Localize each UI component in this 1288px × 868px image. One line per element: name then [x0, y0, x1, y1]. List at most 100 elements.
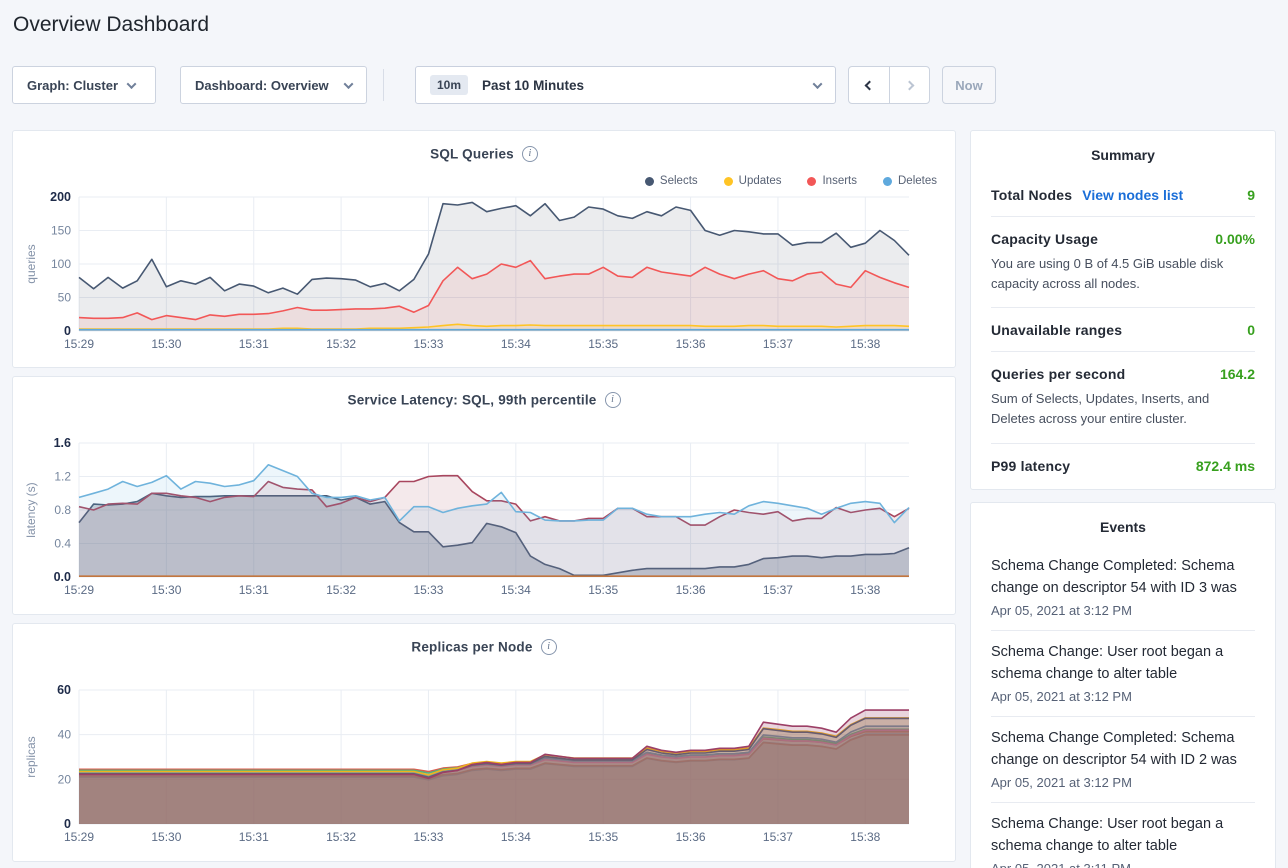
- dashboard-dropdown[interactable]: Dashboard: Overview: [180, 66, 367, 104]
- event-text: Schema Change Completed: Schema change o…: [991, 729, 1237, 769]
- chart-legend: Selects Updates Inserts Deletes: [619, 175, 937, 187]
- legend-dot-deletes: [883, 176, 892, 186]
- info-icon[interactable]: i: [521, 145, 538, 162]
- svg-text:1.2: 1.2: [54, 470, 71, 484]
- event-timestamp: Apr 05, 2021 at 3:12 PM: [991, 774, 1132, 790]
- svg-text:15:37: 15:37: [763, 337, 793, 351]
- svg-text:15:37: 15:37: [763, 583, 793, 597]
- summary-description: You are using 0 B of 4.5 GiB usable disk…: [991, 256, 1224, 292]
- summary-label: Queries per second: [991, 366, 1126, 383]
- svg-text:100: 100: [51, 257, 71, 271]
- chart-title: SQL Queries: [430, 146, 514, 162]
- event-timestamp: Apr 05, 2021 at 3:12 PM: [991, 688, 1132, 704]
- controls-bar: Graph: Cluster Dashboard: Overview 10m P…: [12, 66, 996, 104]
- summary-row-p99-latency: P99 latency 872.4 ms: [991, 444, 1255, 487]
- graph-dropdown[interactable]: Graph: Cluster: [12, 66, 156, 104]
- summary-label: P99 latency: [991, 457, 1071, 474]
- svg-text:15:35: 15:35: [588, 583, 618, 597]
- svg-text:15:30: 15:30: [151, 337, 181, 351]
- svg-text:15:29: 15:29: [64, 583, 94, 597]
- svg-text:15:36: 15:36: [676, 337, 706, 351]
- legend-dot-inserts: [807, 176, 817, 186]
- svg-text:15:37: 15:37: [763, 830, 793, 844]
- svg-text:15:35: 15:35: [588, 337, 618, 351]
- summary-value: 164.2: [1219, 366, 1255, 383]
- svg-text:0.4: 0.4: [54, 537, 71, 551]
- page-title: Overview Dashboard: [13, 13, 210, 36]
- chart-card-replicas-per-node: Replicas per Node i replicas 15:29 15:30 15…: [12, 623, 956, 862]
- svg-text:50: 50: [58, 291, 72, 305]
- time-prev-button[interactable]: [849, 67, 889, 103]
- svg-text:15:32: 15:32: [326, 337, 356, 351]
- legend-item-updates[interactable]: Updates: [723, 175, 781, 187]
- svg-text:200: 200: [50, 191, 71, 204]
- view-nodes-list-link[interactable]: View nodes list: [1082, 187, 1184, 203]
- now-button[interactable]: Now: [942, 66, 996, 104]
- service-latency-plot[interactable]: 15:29 15:30 15:31 15:32 15:33 15:34 15:35 15:36…: [23, 437, 947, 603]
- summary-value: 0: [1247, 322, 1255, 339]
- summary-label: Capacity Usage: [991, 231, 1099, 247]
- time-pager: [848, 66, 930, 104]
- divider: [383, 69, 384, 101]
- svg-text:15:35: 15:35: [588, 830, 618, 844]
- svg-text:15:32: 15:32: [326, 583, 356, 597]
- summary-label: Unavailable ranges: [991, 322, 1123, 339]
- svg-text:15:29: 15:29: [64, 337, 94, 351]
- svg-text:0: 0: [64, 324, 71, 338]
- summary-description: Sum of Selects, Updates, Inserts, and De…: [991, 391, 1210, 427]
- legend-item-selects[interactable]: Selects: [644, 175, 698, 187]
- svg-text:15:38: 15:38: [850, 337, 880, 351]
- svg-text:15:31: 15:31: [239, 337, 269, 351]
- svg-text:15:36: 15:36: [676, 583, 706, 597]
- svg-text:15:33: 15:33: [413, 583, 443, 597]
- info-icon[interactable]: i: [540, 638, 557, 655]
- event-text: Schema Change: User root began a schema …: [991, 815, 1224, 855]
- svg-text:15:38: 15:38: [850, 583, 880, 597]
- svg-text:0.8: 0.8: [54, 503, 71, 517]
- svg-text:0.0: 0.0: [54, 570, 71, 584]
- svg-text:15:38: 15:38: [850, 830, 880, 844]
- svg-text:15:30: 15:30: [151, 583, 181, 597]
- svg-text:20: 20: [58, 772, 72, 786]
- time-next-button[interactable]: [889, 67, 929, 103]
- replicas-per-node-plot[interactable]: 15:29 15:30 15:31 15:32 15:33 15:34 15:35 15:36…: [23, 684, 947, 850]
- event-timestamp: Apr 05, 2021 at 3:11 PM: [991, 861, 1255, 868]
- svg-text:15:34: 15:34: [501, 830, 531, 844]
- time-range-label: Past 10 Minutes: [482, 77, 585, 93]
- summary-row-total-nodes: Total Nodes View nodes list 9: [991, 173, 1255, 217]
- chart-title: Service Latency: SQL, 99th percentile: [347, 392, 597, 408]
- events-panel: Events Schema Change Completed: Schema c…: [970, 502, 1276, 868]
- dashboard-dropdown-label: Dashboard: Overview: [195, 77, 329, 93]
- event-timestamp: Apr 05, 2021 at 3:12 PM: [991, 602, 1132, 618]
- svg-text:15:32: 15:32: [326, 830, 356, 844]
- svg-text:15:34: 15:34: [501, 337, 531, 351]
- legend-item-inserts[interactable]: Inserts: [807, 175, 857, 187]
- summary-label: Total Nodes: [991, 187, 1073, 203]
- svg-text:15:31: 15:31: [239, 830, 269, 844]
- chevron-right-icon: [904, 80, 915, 90]
- info-icon[interactable]: i: [604, 391, 621, 408]
- svg-text:60: 60: [57, 684, 71, 697]
- svg-text:150: 150: [51, 224, 71, 238]
- time-range-dropdown[interactable]: 10m Past 10 Minutes: [415, 66, 836, 104]
- event-text: Schema Change: User root began a schema …: [991, 643, 1224, 683]
- chevron-left-icon: [864, 80, 874, 90]
- event-item: Schema Change Completed: Schema change o…: [991, 545, 1255, 631]
- sql-queries-plot[interactable]: 15:29 15:30 15:31 15:32 15:33 15:34 15:35 15:36…: [23, 191, 947, 357]
- summary-row-unavailable-ranges: Unavailable ranges 0: [991, 308, 1255, 353]
- legend-dot-updates: [723, 176, 733, 186]
- legend-item-deletes[interactable]: Deletes: [883, 175, 937, 187]
- summary-value: 872.4 ms: [1195, 457, 1255, 474]
- chevron-down-icon: [126, 78, 137, 89]
- chevron-down-icon: [812, 78, 823, 89]
- svg-text:40: 40: [58, 728, 72, 742]
- summary-panel: Summary Total Nodes View nodes list 9 Ca…: [970, 130, 1276, 490]
- event-item: Schema Change: User root began a schema …: [991, 803, 1255, 868]
- chart-card-service-latency: Service Latency: SQL, 99th percentile i l…: [12, 376, 956, 615]
- summary-value: 0.00%: [1215, 231, 1255, 247]
- chevron-down-icon: [343, 78, 354, 89]
- svg-text:15:33: 15:33: [413, 830, 443, 844]
- svg-text:15:31: 15:31: [239, 583, 269, 597]
- summary-row-queries-per-second: Queries per second 164.2 Sum of Selects,…: [991, 352, 1255, 444]
- summary-title: Summary: [1091, 147, 1155, 163]
